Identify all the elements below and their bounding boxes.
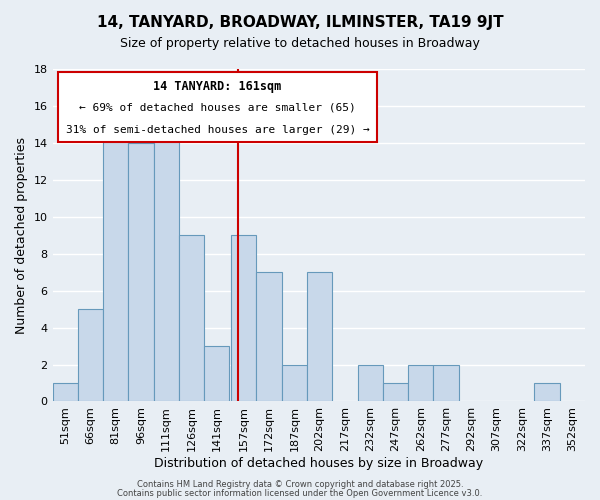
- Bar: [78, 309, 103, 402]
- Bar: [53, 383, 78, 402]
- Bar: [231, 235, 256, 402]
- Bar: [204, 346, 229, 402]
- Bar: [383, 383, 408, 402]
- Bar: [256, 272, 282, 402]
- Bar: [103, 124, 128, 402]
- Bar: [307, 272, 332, 402]
- Bar: [408, 364, 433, 402]
- Bar: [128, 143, 154, 402]
- Bar: [154, 124, 179, 402]
- Bar: [179, 235, 204, 402]
- Bar: [433, 364, 458, 402]
- Text: ← 69% of detached houses are smaller (65): ← 69% of detached houses are smaller (65…: [79, 102, 356, 112]
- Bar: [358, 364, 383, 402]
- Bar: [535, 383, 560, 402]
- Bar: [282, 364, 307, 402]
- Text: 31% of semi-detached houses are larger (29) →: 31% of semi-detached houses are larger (…: [66, 124, 370, 134]
- Text: Contains public sector information licensed under the Open Government Licence v3: Contains public sector information licen…: [118, 489, 482, 498]
- Text: 14 TANYARD: 161sqm: 14 TANYARD: 161sqm: [154, 80, 282, 93]
- Y-axis label: Number of detached properties: Number of detached properties: [15, 136, 28, 334]
- X-axis label: Distribution of detached houses by size in Broadway: Distribution of detached houses by size …: [154, 457, 484, 470]
- Text: Size of property relative to detached houses in Broadway: Size of property relative to detached ho…: [120, 38, 480, 51]
- FancyBboxPatch shape: [58, 72, 377, 142]
- Text: Contains HM Land Registry data © Crown copyright and database right 2025.: Contains HM Land Registry data © Crown c…: [137, 480, 463, 489]
- Text: 14, TANYARD, BROADWAY, ILMINSTER, TA19 9JT: 14, TANYARD, BROADWAY, ILMINSTER, TA19 9…: [97, 15, 503, 30]
